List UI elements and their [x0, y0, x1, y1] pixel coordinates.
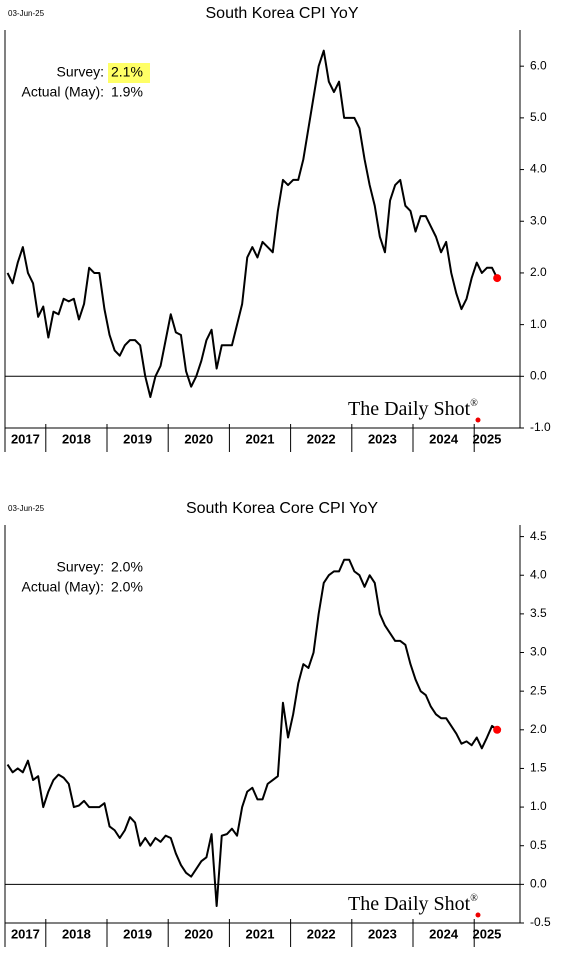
- y-tick-label: 3.5: [530, 606, 547, 620]
- x-tick-label: 2024: [429, 926, 459, 941]
- watermark-dot: [475, 912, 481, 918]
- x-tick-label: 2021: [246, 431, 275, 446]
- x-tick-label: 2024: [429, 431, 459, 446]
- y-tick-label: 2.0: [530, 722, 547, 736]
- y-tick-label: -1.0: [530, 420, 551, 434]
- x-tick-label: 2018: [62, 431, 91, 446]
- survey-label: Survey:: [57, 64, 104, 80]
- actual-value: 1.9%: [111, 84, 143, 100]
- x-tick-label: 2018: [62, 926, 91, 941]
- end-marker: [493, 725, 502, 734]
- y-tick-label: 0.0: [530, 368, 547, 382]
- y-tick-label: 1.0: [530, 799, 547, 813]
- watermark-text: The Daily Shot: [348, 893, 471, 915]
- date-label: 03-Jun-25: [8, 504, 45, 513]
- actual-label: Actual (May):: [22, 84, 104, 100]
- y-tick-label: 4.5: [530, 529, 547, 543]
- x-tick-label: 2025: [472, 431, 501, 446]
- survey-value: 2.0%: [111, 559, 143, 575]
- x-tick-label: 2025: [472, 926, 501, 941]
- actual-label: Actual (May):: [22, 579, 104, 595]
- watermark-mark: ®: [470, 398, 478, 409]
- y-tick-label: 6.0: [530, 58, 547, 72]
- watermark-mark: ®: [470, 893, 478, 904]
- y-tick-label: 3.0: [530, 213, 547, 227]
- x-tick-label: 2021: [246, 926, 275, 941]
- x-tick-label: 2020: [184, 926, 213, 941]
- date-label: 03-Jun-25: [8, 9, 45, 18]
- x-tick-label: 2020: [184, 431, 213, 446]
- y-tick-label: 1.0: [530, 317, 547, 331]
- x-tick-label: 2017: [11, 431, 40, 446]
- y-tick-label: 5.0: [530, 110, 547, 124]
- y-tick-label: 2.5: [530, 683, 547, 697]
- chart-title: South Korea CPI YoY: [206, 5, 359, 22]
- survey-label: Survey:: [57, 559, 104, 575]
- x-tick-label: 2017: [11, 926, 40, 941]
- series-line: [6, 558, 498, 907]
- y-tick-label: -0.5: [530, 915, 551, 929]
- chart-panel: -0.5 0.0 0.5 1.0 1.5 2.0 2.5 3.0 3.5 4.0 4.5 2017 20…: [4, 500, 551, 947]
- x-tick-label: 2019: [123, 926, 152, 941]
- actual-value: 2.0%: [111, 579, 143, 595]
- y-tick-label: 4.0: [530, 567, 547, 581]
- y-tick-label: 0.5: [530, 838, 547, 852]
- watermark: The Daily Shot®: [348, 398, 478, 420]
- x-tick-label: 2023: [368, 431, 397, 446]
- chart-panel: -1.0 0.0 1.0 2.0 3.0 4.0 5.0 6.0 2017 2018 2019 202…: [4, 5, 551, 452]
- x-tick-label: 2023: [368, 926, 397, 941]
- highlight: [108, 63, 150, 83]
- y-tick-label: 3.0: [530, 645, 547, 659]
- survey-value: 2.1%: [111, 64, 143, 80]
- series-line: [6, 49, 499, 398]
- watermark: The Daily Shot®: [348, 893, 478, 915]
- x-tick-label: 2022: [307, 926, 336, 941]
- chart-title: South Korea Core CPI YoY: [186, 500, 378, 517]
- y-tick-label: 4.0: [530, 162, 547, 176]
- y-tick-label: 2.0: [530, 265, 547, 279]
- watermark-text: The Daily Shot: [348, 398, 471, 420]
- x-tick-label: 2019: [123, 431, 152, 446]
- watermark-dot: [475, 417, 481, 423]
- end-marker: [493, 274, 502, 283]
- y-tick-label: 1.5: [530, 761, 547, 775]
- x-tick-label: 2022: [307, 431, 336, 446]
- y-tick-label: 0.0: [530, 877, 547, 891]
